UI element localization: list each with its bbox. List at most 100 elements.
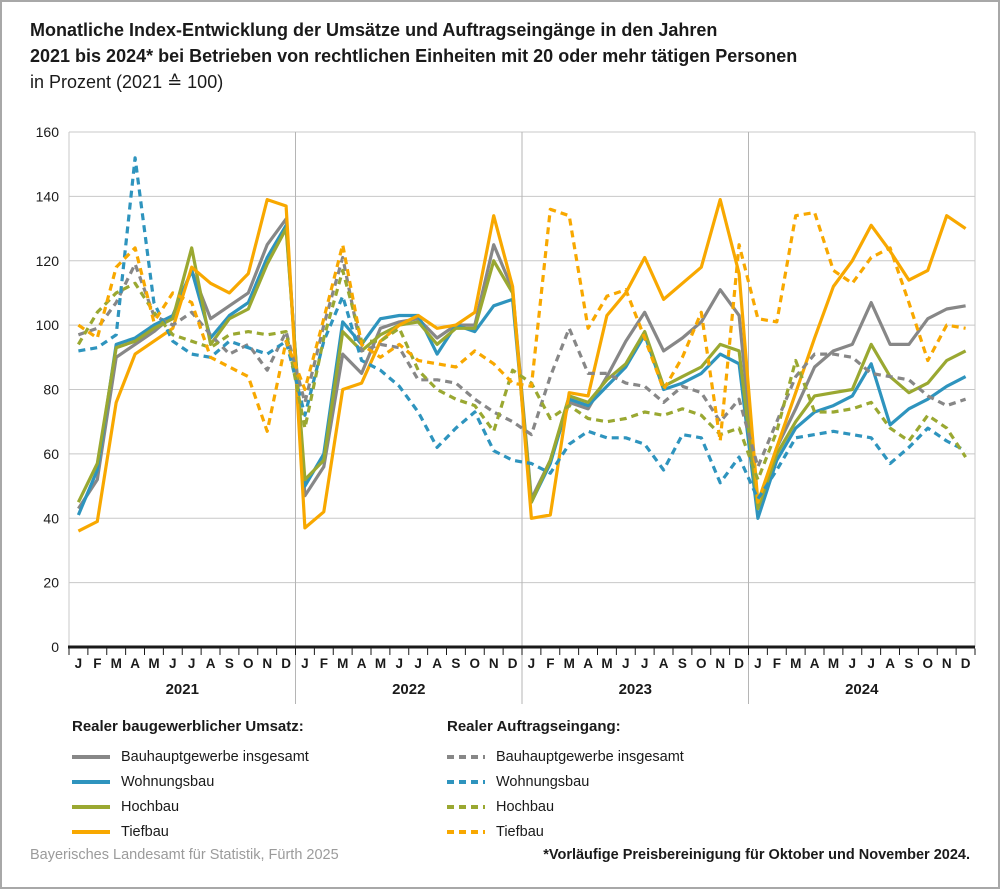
x-month-label: O	[696, 656, 707, 671]
line-swatch-solid-blue	[72, 779, 110, 784]
y-axis-label-60: 60	[43, 446, 59, 462]
series-line-auftrag-hochbau	[77, 268, 967, 482]
chart-title-line2: 2021 bis 2024* bei Betrieben von rechtli…	[30, 46, 798, 66]
y-axis-label-160: 160	[36, 124, 60, 140]
x-month-label: N	[262, 656, 272, 671]
x-month-label: A	[432, 656, 442, 671]
x-month-label: A	[206, 656, 216, 671]
chart-title-line3: in Prozent (2021 ≙ 100)	[30, 72, 224, 92]
x-month-label: J	[396, 656, 404, 671]
legend-auftrag: Realer Auftragseingang: Bauhauptgewerbe …	[447, 718, 807, 844]
x-month-label: J	[75, 656, 83, 671]
line-swatch-dashed-blue	[447, 779, 485, 784]
x-month-label: N	[489, 656, 499, 671]
legend-item: Tiefbau	[72, 819, 432, 844]
legend-umsatz-header: Realer baugewerblicher Umsatz:	[72, 718, 304, 735]
series-line-auftrag-tiefbau	[77, 207, 966, 443]
y-axis-label-0: 0	[51, 639, 59, 655]
x-month-label: A	[583, 656, 593, 671]
x-month-label: O	[923, 656, 934, 671]
x-month-label: D	[961, 656, 971, 671]
x-year-label-2024: 2024	[845, 681, 879, 698]
legend-auftrag-header: Realer Auftragseingang:	[447, 718, 621, 735]
y-axis-label-40: 40	[43, 510, 59, 526]
legend-item-label: Tiefbau	[121, 823, 169, 840]
legend-item-label: Bauhauptgewerbe insgesamt	[496, 748, 684, 765]
x-month-label: M	[564, 656, 575, 671]
x-year-label-2021: 2021	[166, 681, 199, 698]
y-axis-label-100: 100	[36, 317, 60, 333]
series-line-umsatz-tiefbau	[77, 198, 967, 533]
legend-item: Bauhauptgewerbe insgesamt	[72, 744, 432, 769]
legend-item: Bauhauptgewerbe insgesamt	[447, 744, 807, 769]
x-year-label-2022: 2022	[392, 681, 425, 698]
x-month-label: D	[734, 656, 744, 671]
x-month-label: J	[528, 656, 536, 671]
x-month-label: S	[904, 656, 913, 671]
x-month-label: M	[337, 656, 348, 671]
x-month-label: M	[148, 656, 159, 671]
x-month-label: O	[243, 656, 254, 671]
x-month-label: A	[659, 656, 669, 671]
x-month-label: A	[885, 656, 895, 671]
line-swatch-solid-orange	[72, 829, 110, 834]
line-swatch-dashed-gray	[447, 754, 485, 759]
x-month-label: J	[169, 656, 177, 671]
legend-item-label: Bauhauptgewerbe insgesamt	[121, 748, 309, 765]
x-month-label: J	[414, 656, 422, 671]
x-month-label: D	[508, 656, 518, 671]
chart-title: Monatliche Index-Entwicklung der Umsätze…	[30, 17, 797, 95]
x-month-label: J	[622, 656, 630, 671]
x-month-label: D	[281, 656, 291, 671]
x-month-label: N	[942, 656, 952, 671]
x-month-label: S	[225, 656, 234, 671]
legend-item-label: Wohnungsbau	[496, 773, 590, 790]
x-month-label: J	[867, 656, 875, 671]
source-credit: Bayerisches Landesamt für Statistik, Für…	[30, 847, 339, 863]
legend-item: Wohnungsbau	[447, 769, 807, 794]
x-month-label: M	[111, 656, 122, 671]
x-month-label: M	[828, 656, 839, 671]
x-month-label: J	[641, 656, 649, 671]
x-month-label: M	[601, 656, 612, 671]
x-month-label: S	[678, 656, 687, 671]
line-swatch-solid-gray	[72, 754, 110, 759]
y-axis-label-120: 120	[36, 253, 60, 269]
line-swatch-solid-green	[72, 804, 110, 809]
y-axis-label-140: 140	[36, 188, 60, 204]
y-axis-label-80: 80	[43, 382, 59, 398]
line-swatch-dashed-orange	[447, 829, 485, 834]
legend-item: Wohnungsbau	[72, 769, 432, 794]
line-swatch-dashed-green	[447, 804, 485, 809]
x-month-label: M	[375, 656, 386, 671]
legend-item: Tiefbau	[447, 819, 807, 844]
legend-umsatz: Realer baugewerblicher Umsatz: Bauhauptg…	[72, 718, 432, 844]
x-month-label: J	[754, 656, 762, 671]
x-month-label: F	[546, 656, 554, 671]
chart-title-line1: Monatliche Index-Entwicklung der Umsätze…	[30, 20, 718, 40]
x-month-label: A	[130, 656, 140, 671]
x-month-label: O	[470, 656, 481, 671]
y-axis-label-20: 20	[43, 575, 59, 591]
legend-item-label: Tiefbau	[496, 823, 544, 840]
x-month-label: J	[188, 656, 196, 671]
legend-item-label: Hochbau	[121, 798, 180, 815]
x-month-label: S	[451, 656, 460, 671]
x-month-label: M	[790, 656, 801, 671]
x-month-label: N	[715, 656, 725, 671]
x-month-label: A	[810, 656, 820, 671]
x-year-label-2023: 2023	[619, 681, 652, 698]
x-month-label: J	[849, 656, 857, 671]
series-line-auftrag-wohnungsbau	[78, 156, 967, 501]
series-line-auftrag-bauhauptgewerbe	[77, 255, 967, 469]
legend-item: Hochbau	[447, 794, 807, 819]
x-month-label: F	[93, 656, 101, 671]
footnote: *Vorläufige Preisbereinigung für Oktober…	[543, 847, 970, 863]
x-month-label: A	[357, 656, 367, 671]
x-month-label: J	[301, 656, 309, 671]
legend-item-label: Wohnungsbau	[121, 773, 215, 790]
legend-item: Hochbau	[72, 794, 432, 819]
legend-item-label: Hochbau	[496, 798, 555, 815]
